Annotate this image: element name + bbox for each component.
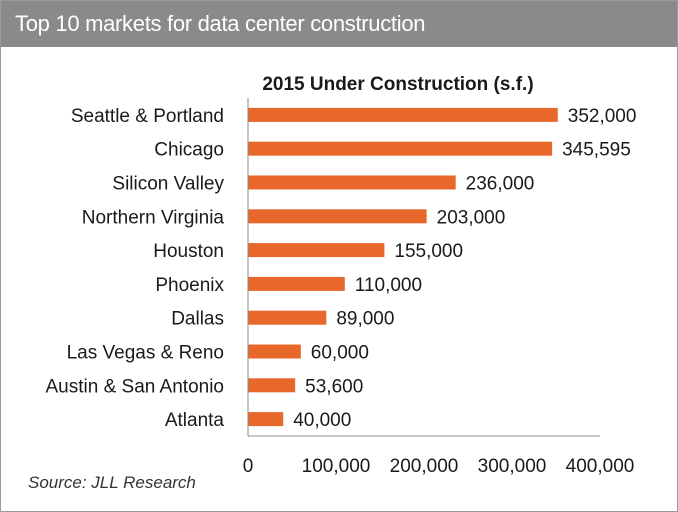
bar xyxy=(248,175,456,190)
value-label: 89,000 xyxy=(336,309,394,330)
category-label: Phoenix xyxy=(155,275,224,296)
chart-title: 2015 Under Construction (s.f.) xyxy=(262,74,533,95)
category-label: Northern Virginia xyxy=(82,207,225,228)
bar xyxy=(248,276,345,291)
value-label: 155,000 xyxy=(394,241,463,262)
value-label: 236,000 xyxy=(466,174,535,195)
x-tick-label: 400,000 xyxy=(566,456,635,477)
x-tick-label: 100,000 xyxy=(302,456,371,477)
category-label: Silicon Valley xyxy=(112,174,224,195)
header-title: Top 10 markets for data center construct… xyxy=(15,11,426,36)
x-tick-label: 300,000 xyxy=(478,456,547,477)
value-label: 53,600 xyxy=(305,376,363,397)
category-label: Dallas xyxy=(171,309,224,330)
bar xyxy=(248,310,327,325)
value-label: 110,000 xyxy=(355,275,422,296)
bar xyxy=(248,412,284,427)
category-label: Las Vegas & Reno xyxy=(67,343,224,364)
bar xyxy=(248,141,553,156)
value-label: 203,000 xyxy=(437,207,506,228)
bar xyxy=(248,378,296,393)
value-label: 40,000 xyxy=(293,410,351,431)
x-tick-label: 0 xyxy=(243,456,254,477)
bar xyxy=(248,209,427,224)
category-label: Austin & San Antonio xyxy=(45,376,224,397)
value-label: 60,000 xyxy=(311,343,369,364)
category-label: Atlanta xyxy=(165,410,225,431)
source-note: Source: JLL Research xyxy=(28,473,196,492)
category-label: Seattle & Portland xyxy=(71,106,224,127)
value-label: 345,595 xyxy=(562,140,631,161)
bars-group: Seattle & Portland 352,000 Chicago 345,595 S… xyxy=(45,106,636,431)
x-tick-label: 200,000 xyxy=(390,456,459,477)
value-label: 352,000 xyxy=(568,106,637,127)
category-label: Houston xyxy=(153,241,224,262)
bar xyxy=(248,344,301,359)
x-ticks-group: 0 100,000 200,000 300,000 400,000 xyxy=(243,456,635,477)
bar xyxy=(248,107,558,122)
category-label: Chicago xyxy=(154,140,224,161)
header-bar: Top 10 markets for data center construct… xyxy=(1,1,677,47)
bar xyxy=(248,243,385,258)
